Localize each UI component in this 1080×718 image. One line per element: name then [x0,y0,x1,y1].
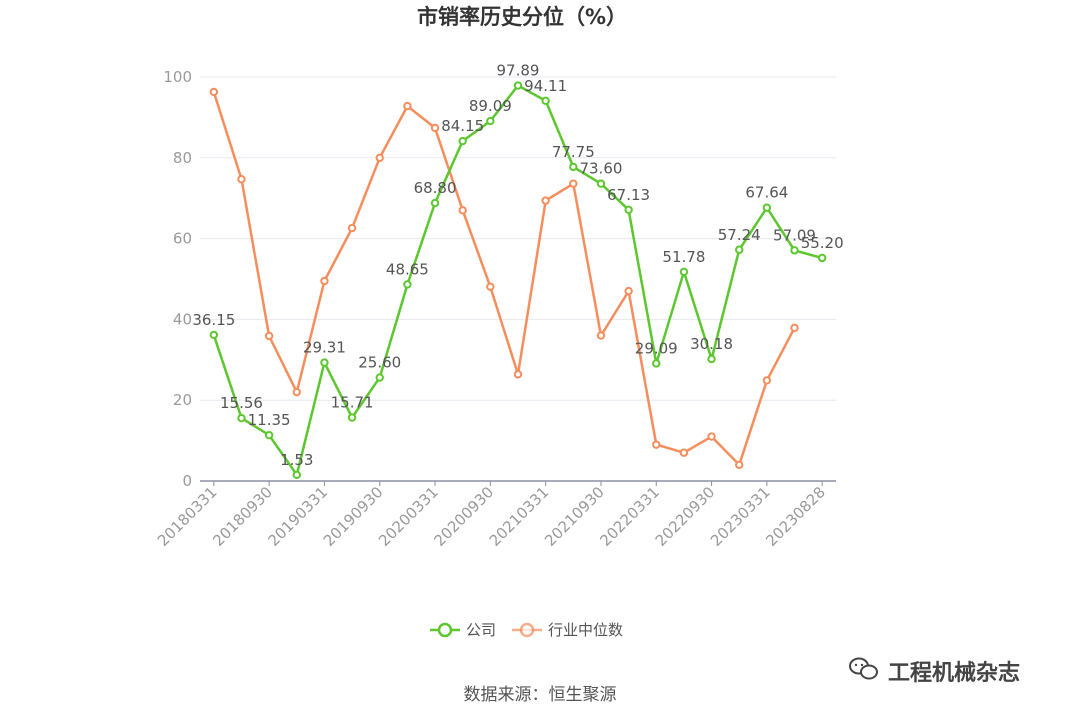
data-point[interactable] [292,387,301,397]
data-point[interactable] [735,460,744,470]
data-label: 67.13 [607,186,650,204]
data-point[interactable] [264,331,274,341]
data-label: 11.35 [248,411,291,429]
data-point[interactable] [762,376,772,385]
data-point[interactable] [679,448,689,457]
data-source-note: 数据来源：恒生聚源 [464,685,617,705]
data-label: 29.31 [303,339,346,357]
data-point[interactable] [430,198,440,208]
series-1 [209,87,799,470]
data-point[interactable] [596,331,606,340]
data-label: 48.65 [386,260,429,278]
legend-item-industry[interactable]: 行业中位数 [512,621,623,639]
x-axis: 2018033120180930201903312019093020200331… [154,480,836,550]
watermark-text: 工程机械杂志 [888,661,1020,686]
data-point[interactable] [209,330,219,340]
data-point[interactable] [347,413,357,422]
y-tick-label: 0 [182,472,192,490]
data-label: 77.75 [552,143,595,161]
data-point[interactable] [430,123,440,133]
y-tick-label: 20 [173,391,192,409]
data-label: 15.71 [331,394,374,412]
legend-marker-industry [519,622,535,638]
data-label: 68.80 [414,179,457,197]
y-axis: 0 20 40 60 80 100 [163,68,192,490]
legend[interactable]: 公司 行业中位数 [430,621,623,639]
data-point[interactable] [707,432,716,441]
data-label: 57.09 [773,226,816,244]
data-point[interactable] [237,413,246,423]
data-label: 73.60 [579,160,622,178]
y-tick-label: 60 [173,230,192,248]
data-point[interactable] [652,440,661,449]
data-point[interactable] [762,203,772,212]
data-point[interactable] [513,81,523,90]
data-point[interactable] [237,175,246,184]
data-point[interactable] [707,354,716,364]
data-point[interactable] [458,206,467,215]
data-point[interactable] [679,267,689,277]
data-point[interactable] [569,179,578,188]
data-point[interactable] [735,245,744,254]
data-point[interactable] [541,196,550,205]
data-label: 89.09 [469,97,512,115]
data-label: 57.24 [718,226,761,244]
data-point[interactable] [624,286,633,296]
data-label: 67.64 [745,184,788,202]
legend-label-company: 公司 [466,621,496,639]
gridlines [200,76,836,401]
series-0 [209,81,827,480]
data-point[interactable] [375,153,384,163]
data-label: 29.09 [635,339,678,357]
x-tick-label: 20230828 [762,483,829,550]
y-tick-label: 40 [173,310,192,328]
series-layer [209,81,827,480]
data-point[interactable] [403,280,412,289]
chart-title: 市销率历史分位（%） [417,5,627,29]
data-point[interactable] [320,276,329,286]
data-label: 15.56 [220,394,263,412]
data-point[interactable] [264,430,274,440]
data-label: 1.53 [280,451,313,469]
data-label: 25.60 [358,354,401,372]
data-label: 36.15 [192,311,235,329]
watermark: 工程机械杂志 [849,657,1020,686]
data-point[interactable] [817,253,827,263]
data-point[interactable] [458,136,467,146]
data-label: 51.78 [662,248,705,266]
data-point[interactable] [320,358,329,367]
data-label: 55.20 [801,234,844,252]
data-label: 97.89 [497,62,540,80]
data-point[interactable] [569,162,578,172]
data-point[interactable] [292,470,301,480]
data-point[interactable] [790,323,799,333]
data-point[interactable] [375,373,384,382]
data-point[interactable] [513,370,523,379]
data-point[interactable] [790,246,799,255]
y-tick-label: 100 [163,68,192,86]
data-point[interactable] [652,359,661,368]
series-line [212,91,796,467]
legend-label-industry: 行业中位数 [548,621,623,639]
data-point[interactable] [624,205,633,214]
data-point[interactable] [596,179,606,188]
data-label: 94.11 [524,77,567,95]
data-point[interactable] [209,87,219,97]
data-point[interactable] [486,282,495,291]
data-point[interactable] [541,96,550,105]
legend-item-company[interactable]: 公司 [430,621,496,639]
data-point[interactable] [347,223,357,233]
data-point[interactable] [486,116,495,126]
data-point[interactable] [403,101,412,111]
legend-marker-company [437,622,453,638]
series-line [212,84,823,477]
y-tick-label: 80 [173,149,192,167]
data-label: 84.15 [441,117,484,135]
data-label: 30.18 [690,335,733,353]
wechat-icon [849,657,878,680]
